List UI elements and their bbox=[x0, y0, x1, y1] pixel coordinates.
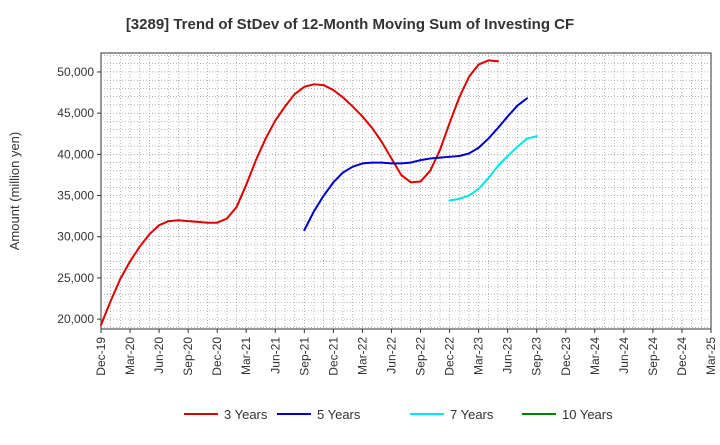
y-tick-label: 45,000 bbox=[57, 106, 94, 120]
x-tick-label: Dec-19 bbox=[94, 337, 108, 376]
grid bbox=[101, 53, 711, 329]
legend: 3 Years 5 Years 7 Years 10 Years bbox=[184, 407, 613, 422]
x-tick-label: Jun-21 bbox=[268, 337, 282, 374]
x-tick-label: Dec-20 bbox=[210, 337, 224, 376]
x-tick-label: Dec-22 bbox=[443, 337, 457, 376]
x-tick-label: Sep-20 bbox=[181, 337, 195, 376]
x-tick-label: Mar-23 bbox=[472, 337, 486, 375]
y-tick-label: 30,000 bbox=[57, 230, 94, 244]
x-tick-label: Mar-21 bbox=[239, 337, 253, 375]
x-tick-label: Sep-23 bbox=[530, 337, 544, 376]
y-tick-label: 25,000 bbox=[57, 271, 94, 285]
legend-label: 7 Years bbox=[450, 407, 494, 422]
x-tick-label: Dec-23 bbox=[559, 337, 573, 376]
x-tick-label: Sep-24 bbox=[646, 337, 660, 376]
x-tick-label: Mar-24 bbox=[588, 337, 602, 375]
legend-label: 5 Years bbox=[317, 407, 361, 422]
series-line-3-years bbox=[100, 59, 499, 326]
x-axis: Dec-19 Mar-20 Jun-20 Sep-20 Dec-20 Mar-21 Jun-… bbox=[94, 329, 718, 376]
y-tick-label: 20,000 bbox=[57, 312, 94, 326]
series-line-5-years bbox=[303, 97, 529, 232]
legend-label: 3 Years bbox=[224, 407, 268, 422]
y-tick-label: 40,000 bbox=[57, 147, 94, 161]
y-tick-label: 35,000 bbox=[57, 189, 94, 203]
y-axis: 20,000 25,000 30,000 35,000 40,000 45,000 50,0… bbox=[57, 65, 101, 326]
series-line-7-years bbox=[448, 135, 538, 202]
chart-title: [3289] Trend of StDev of 12-Month Moving… bbox=[126, 16, 574, 33]
y-axis-label: Amount (million yen) bbox=[7, 132, 22, 251]
x-tick-label: Dec-21 bbox=[326, 337, 340, 376]
legend-label: 10 Years bbox=[562, 407, 613, 422]
x-tick-label: Sep-22 bbox=[414, 337, 428, 376]
x-tick-label: Jun-23 bbox=[501, 337, 515, 374]
x-tick-label: Mar-22 bbox=[355, 337, 369, 375]
x-tick-label: Jun-20 bbox=[152, 337, 166, 374]
x-tick-label: Mar-25 bbox=[704, 337, 718, 375]
x-tick-label: Jun-22 bbox=[384, 337, 398, 374]
plot-area bbox=[100, 52, 712, 330]
x-tick-label: Jun-24 bbox=[617, 337, 631, 374]
x-tick-label: Dec-24 bbox=[675, 337, 689, 376]
x-tick-label: Sep-21 bbox=[297, 337, 311, 376]
y-tick-label: 50,000 bbox=[57, 65, 94, 79]
series-lines bbox=[100, 59, 538, 326]
x-tick-label: Mar-20 bbox=[123, 337, 137, 375]
